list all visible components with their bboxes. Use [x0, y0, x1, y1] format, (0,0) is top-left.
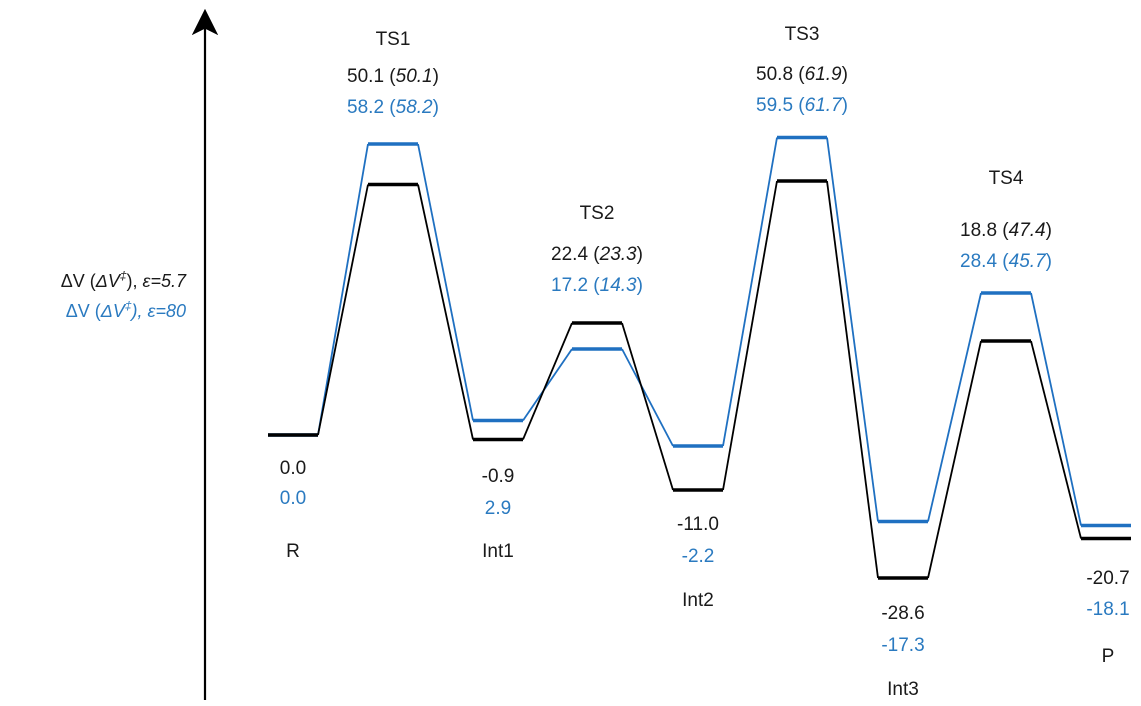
connector-eps57-ts1-int1: [417, 184, 474, 440]
energy-label-eps57-ts2: 22.4 (23.3): [551, 244, 643, 265]
connector-eps57-ts4-p: [1030, 340, 1082, 539]
connector-eps80-ts3-int3: [826, 137, 879, 522]
connector-eps57-r-ts1: [317, 184, 369, 436]
connector-eps57-ts2-int2: [621, 322, 674, 491]
profile-paths: [268, 135, 1131, 580]
connector-eps80-ts1-int1: [417, 143, 474, 421]
connector-eps57-int1-ts2: [522, 322, 573, 440]
state-name-p: P: [1102, 646, 1115, 667]
state-name-ts2: TS2: [580, 203, 615, 224]
connector-eps57-ts3-int3: [826, 180, 879, 579]
connector-eps57-int3-ts4: [927, 340, 982, 579]
state-name-int1: Int1: [482, 541, 514, 562]
connector-eps80-int3-ts4: [927, 292, 982, 522]
energy-label-eps80-int1: 2.9: [485, 498, 511, 519]
energy-label-eps80-ts2: 17.2 (14.3): [551, 275, 643, 296]
energy-label-eps80-ts1: 58.2 (58.2): [347, 97, 439, 118]
energy-label-eps57-int2: -11.0: [677, 514, 719, 535]
energy-label-eps57-r: 0.0: [280, 458, 306, 479]
y-axis-label-eps80: ΔV (ΔV‡), ε=80: [66, 299, 186, 321]
energy-label-eps57-ts4: 18.8 (47.4): [960, 220, 1052, 241]
energy-label-eps57-ts3: 50.8 (61.9): [756, 64, 848, 85]
energy-label-eps57-ts1: 50.1 (50.1): [347, 66, 439, 87]
energy-label-eps57-int3: -28.6: [881, 603, 924, 624]
energy-label-eps57-p: -20.7: [1086, 568, 1129, 589]
energy-label-eps80-int3: -17.3: [881, 635, 924, 656]
connector-eps80-r-ts1: [317, 143, 369, 436]
state-name-ts3: TS3: [785, 24, 820, 45]
state-name-int2: Int2: [682, 590, 714, 611]
y-axis-label: ΔV (ΔV‡), ε=5.7 ΔV (ΔV‡), ε=80: [61, 269, 187, 321]
energy-label-eps80-ts4: 28.4 (45.7): [960, 251, 1052, 272]
state-name-ts1: TS1: [376, 29, 411, 50]
connector-eps80-ts4-p: [1030, 292, 1082, 526]
y-axis-label-eps57: ΔV (ΔV‡), ε=5.7: [61, 269, 187, 291]
connector-eps80-ts2-int2: [621, 348, 674, 447]
state-name-r: R: [286, 541, 300, 562]
connector-eps80-int1-ts2: [522, 348, 573, 422]
energy-label-eps80-r: 0.0: [280, 488, 306, 509]
energy-label-eps80-int2: -2.2: [682, 546, 715, 567]
energy-label-eps57-int1: -0.9: [482, 466, 515, 487]
connector-eps80-int2-ts3: [722, 137, 778, 447]
state-labels: 0.0 0.0 R TS1 50.1 (50.1) 58.2 (58.2) -0.9 2.9 I…: [280, 24, 1130, 700]
energy-label-eps80-p: -18.1: [1086, 599, 1129, 620]
connector-eps57-int2-ts3: [722, 180, 778, 491]
state-name-ts4: TS4: [989, 168, 1024, 189]
state-name-int3: Int3: [887, 679, 919, 700]
energy-label-eps80-ts3: 59.5 (61.7): [756, 95, 848, 116]
